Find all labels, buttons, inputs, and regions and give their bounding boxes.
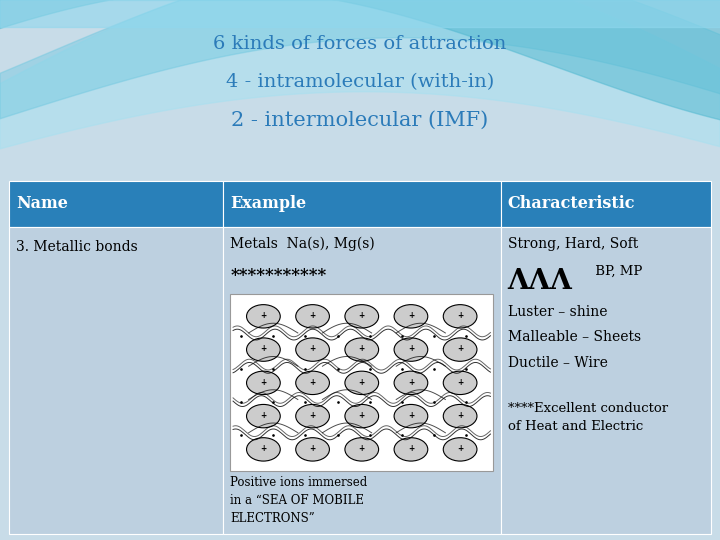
- Ellipse shape: [296, 404, 330, 428]
- Text: +: +: [359, 311, 365, 320]
- Ellipse shape: [246, 338, 280, 361]
- Text: Malleable – Sheets: Malleable – Sheets: [508, 330, 641, 345]
- Bar: [223, 181, 500, 227]
- Text: +: +: [310, 444, 315, 453]
- Text: +: +: [359, 377, 365, 387]
- Ellipse shape: [345, 338, 379, 361]
- Text: BP, MP: BP, MP: [590, 265, 642, 278]
- Text: +: +: [260, 444, 266, 453]
- Text: +: +: [457, 444, 463, 453]
- Bar: [9, 181, 223, 227]
- Text: +: +: [359, 411, 365, 420]
- Bar: [230, 294, 493, 471]
- Ellipse shape: [246, 438, 280, 461]
- Ellipse shape: [444, 305, 477, 328]
- Text: +: +: [457, 345, 463, 354]
- Text: +: +: [310, 311, 315, 320]
- Text: 6 kinds of forces of attraction: 6 kinds of forces of attraction: [213, 35, 507, 53]
- Ellipse shape: [246, 305, 280, 328]
- Text: +: +: [457, 411, 463, 420]
- Text: +: +: [408, 444, 414, 453]
- Text: 4 - intramolecular (with-in): 4 - intramolecular (with-in): [226, 73, 494, 91]
- Text: Positive ions immersed
in a “SEA OF MOBILE
ELECTRONS”: Positive ions immersed in a “SEA OF MOBI…: [230, 476, 367, 525]
- Ellipse shape: [296, 305, 330, 328]
- Ellipse shape: [296, 438, 330, 461]
- Text: ***********: ***********: [230, 267, 326, 284]
- Text: +: +: [260, 411, 266, 420]
- Ellipse shape: [444, 438, 477, 461]
- Bar: [500, 181, 711, 227]
- Text: Name: Name: [16, 195, 68, 212]
- Ellipse shape: [246, 371, 280, 395]
- Ellipse shape: [296, 338, 330, 361]
- Ellipse shape: [394, 338, 428, 361]
- Bar: [223, 227, 500, 534]
- Ellipse shape: [444, 338, 477, 361]
- Text: +: +: [260, 377, 266, 387]
- Text: +: +: [310, 377, 315, 387]
- Text: +: +: [457, 311, 463, 320]
- Text: +: +: [359, 345, 365, 354]
- Ellipse shape: [394, 305, 428, 328]
- Ellipse shape: [394, 438, 428, 461]
- Text: 2 - intermolecular (IMF): 2 - intermolecular (IMF): [231, 111, 489, 130]
- Ellipse shape: [345, 438, 379, 461]
- Ellipse shape: [444, 371, 477, 395]
- Text: +: +: [408, 377, 414, 387]
- Ellipse shape: [345, 305, 379, 328]
- Bar: [500, 227, 711, 534]
- Text: ΛΛΛ: ΛΛΛ: [508, 268, 572, 295]
- Text: +: +: [457, 377, 463, 387]
- Ellipse shape: [296, 371, 330, 395]
- Text: Ductile – Wire: Ductile – Wire: [508, 356, 608, 370]
- Text: Luster – shine: Luster – shine: [508, 305, 607, 319]
- Text: +: +: [310, 345, 315, 354]
- Text: ****Excellent conductor
of Heat and Electric: ****Excellent conductor of Heat and Elec…: [508, 402, 668, 433]
- Ellipse shape: [246, 404, 280, 428]
- Text: +: +: [408, 311, 414, 320]
- Ellipse shape: [394, 404, 428, 428]
- Ellipse shape: [394, 371, 428, 395]
- Text: +: +: [408, 345, 414, 354]
- Text: Characteristic: Characteristic: [508, 195, 635, 212]
- Text: Example: Example: [230, 195, 306, 212]
- Ellipse shape: [444, 404, 477, 428]
- Ellipse shape: [345, 371, 379, 395]
- Text: +: +: [260, 345, 266, 354]
- Ellipse shape: [345, 404, 379, 428]
- Bar: [9, 227, 223, 534]
- Text: +: +: [359, 444, 365, 453]
- Text: +: +: [260, 311, 266, 320]
- Text: +: +: [310, 411, 315, 420]
- Text: +: +: [408, 411, 414, 420]
- Text: Metals  Na(s), Mg(s): Metals Na(s), Mg(s): [230, 237, 375, 251]
- Text: 3. Metallic bonds: 3. Metallic bonds: [16, 240, 138, 254]
- Text: Strong, Hard, Soft: Strong, Hard, Soft: [508, 237, 638, 251]
